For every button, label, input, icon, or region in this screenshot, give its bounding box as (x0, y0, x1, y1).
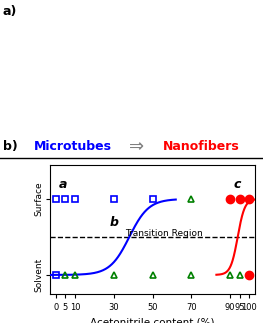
Text: b): b) (3, 141, 17, 153)
Text: a: a (59, 178, 67, 191)
Text: Nanofibers: Nanofibers (163, 141, 240, 153)
Text: b: b (110, 216, 119, 229)
Text: Microtubes: Microtubes (34, 141, 112, 153)
Text: a): a) (3, 5, 17, 18)
X-axis label: Acetonitrile content (%): Acetonitrile content (%) (90, 318, 215, 323)
Text: Transition Region: Transition Region (125, 229, 203, 238)
Text: ⇒: ⇒ (129, 138, 144, 156)
Text: c: c (234, 178, 241, 191)
